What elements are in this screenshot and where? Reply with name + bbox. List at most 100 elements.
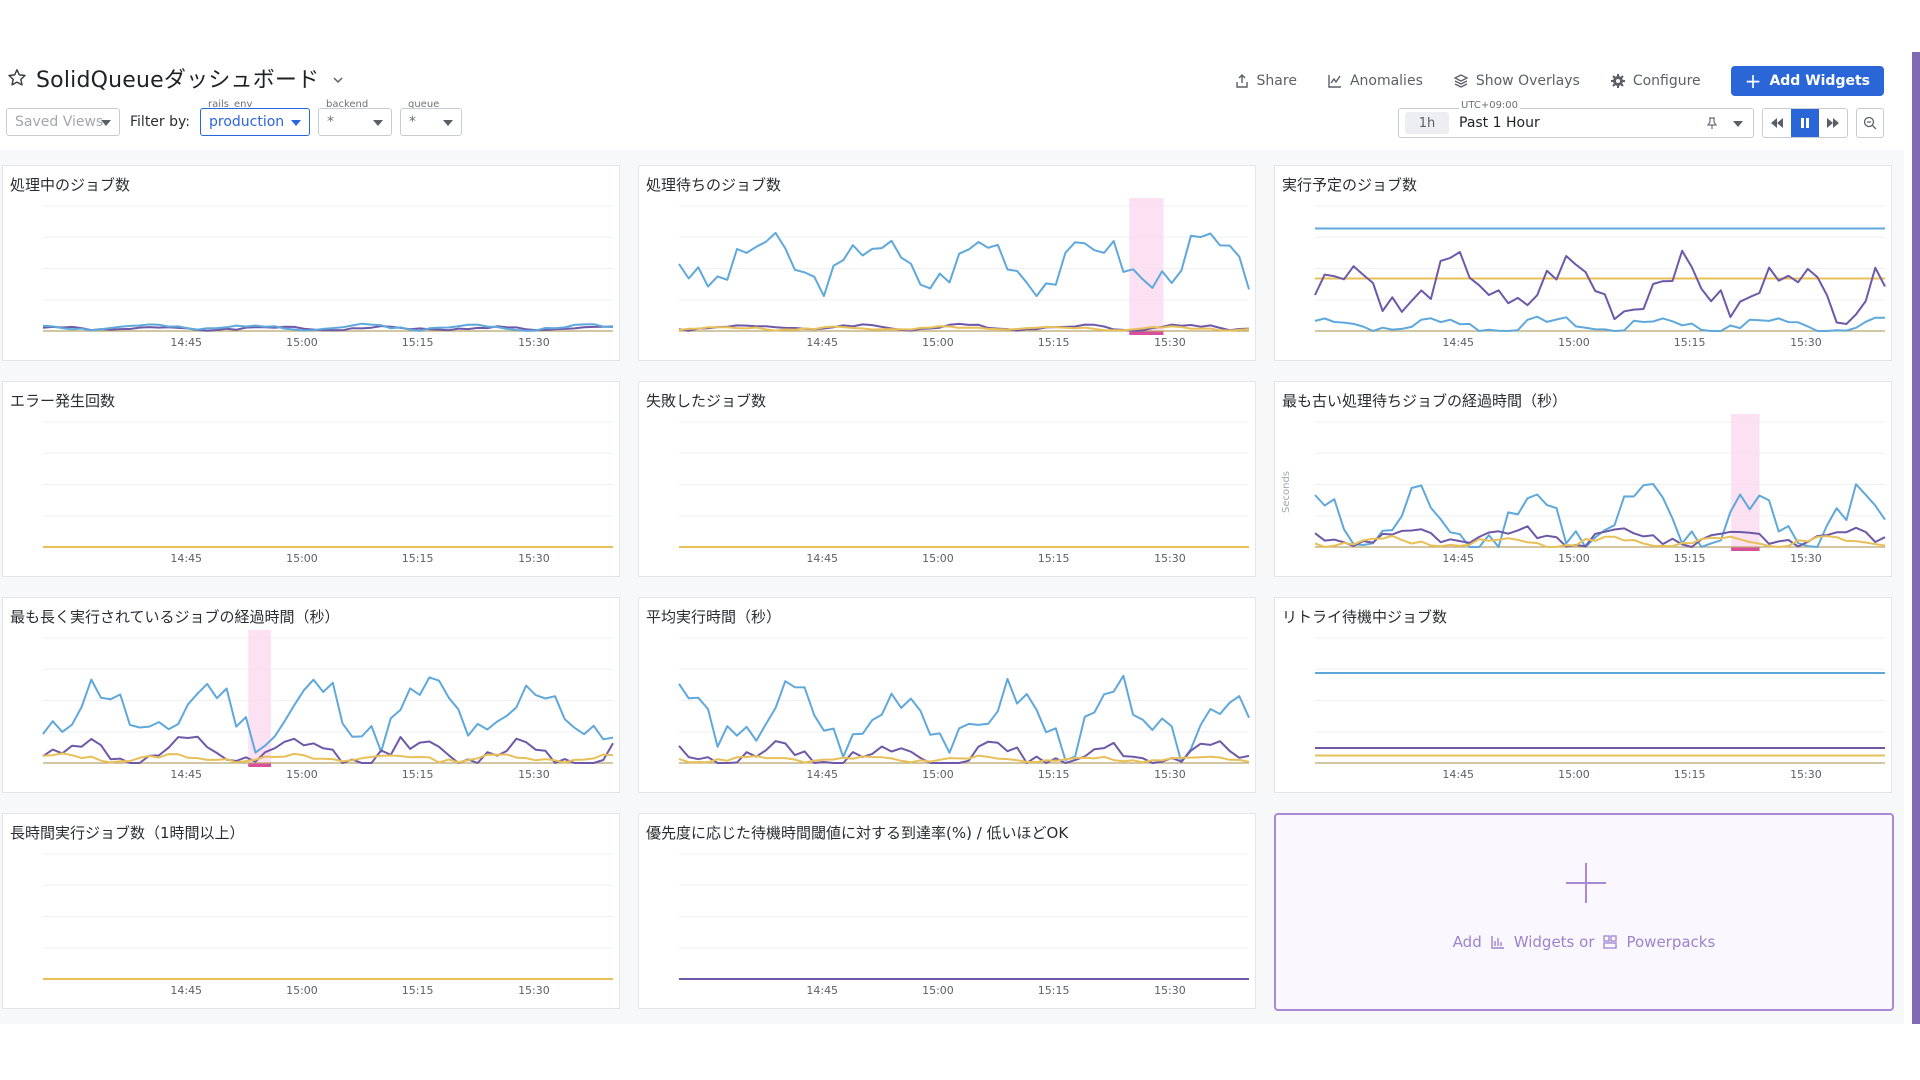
event-marker[interactable] (248, 763, 271, 767)
caret-down-icon[interactable] (1733, 121, 1743, 127)
x-tick-label: 15:15 (402, 984, 434, 997)
widget[interactable]: 処理待ちのジョブ数 14:45 15:00 15:15 15:30 (638, 165, 1256, 361)
template-var-queue: queue * (400, 99, 462, 136)
rewind-icon (1771, 118, 1783, 128)
x-tick-label: 15:00 (922, 336, 954, 349)
series-line[interactable] (42, 752, 614, 764)
powerpacks-label: Powerpacks (1626, 933, 1716, 951)
timeseries-chart[interactable]: 14:45 15:00 15:15 15:30 (1275, 196, 1893, 356)
event-marker[interactable] (1129, 331, 1164, 335)
timeseries-chart[interactable]: 14:45 15:00 15:15 15:30 (639, 412, 1257, 572)
time-range-label: Past 1 Hour (1459, 115, 1540, 131)
x-tick-label: 15:00 (922, 768, 954, 781)
x-tick-label: 15:30 (1154, 552, 1186, 565)
template-var-label: rails_env (206, 99, 255, 110)
saved-views-select[interactable]: Saved Views (6, 108, 120, 136)
series-line[interactable] (678, 325, 1250, 332)
time-range-selector[interactable]: UTC+09:00 1h Past 1 Hour (1398, 100, 1754, 138)
x-tick-label: 14:45 (806, 552, 838, 565)
timeseries-chart[interactable]: 14:45 15:00 15:15 15:30 (3, 844, 621, 1004)
share-icon (1235, 74, 1248, 88)
series-line[interactable] (678, 754, 1250, 764)
show-overlays-button[interactable]: Show Overlays (1453, 73, 1580, 89)
series-line[interactable] (678, 231, 1250, 298)
star-icon[interactable] (6, 67, 28, 89)
series-line[interactable] (1314, 534, 1886, 548)
widget[interactable]: 実行予定のジョブ数 14:45 15:00 15:15 15:30 (1274, 165, 1892, 361)
filter-row: Saved Views Filter by: rails_env product… (6, 99, 462, 136)
widget[interactable]: 長時間実行ジョブ数（1時間以上） 14:45 15:00 15:15 15:30 (2, 813, 620, 1009)
add-widget-panel[interactable]: Add Widgets or Powerpacks (1274, 813, 1894, 1011)
timeseries-chart[interactable]: 14:45 15:00 15:15 15:30 (639, 628, 1257, 788)
widget-title: 最も古い処理待ちジョブの経過時間（秒） (1282, 392, 1568, 410)
rails-env-select[interactable]: production (200, 108, 310, 136)
caret-down-icon (101, 120, 111, 126)
backend-select[interactable]: * (318, 108, 392, 136)
zoom-out-button[interactable] (1856, 108, 1884, 138)
series-line[interactable] (42, 325, 614, 332)
zoom-out-icon (1863, 116, 1877, 130)
bar-chart-icon (1491, 936, 1504, 949)
series-line[interactable] (678, 674, 1250, 764)
x-tick-label: 14:45 (1442, 768, 1474, 781)
timeseries-chart[interactable]: 14:45 15:00 15:15 15:30 (639, 196, 1257, 356)
x-tick-label: 15:00 (1558, 552, 1590, 565)
x-tick-label: 15:15 (1038, 336, 1070, 349)
x-tick-label: 15:15 (1674, 768, 1706, 781)
timeseries-chart[interactable]: 14:45 15:00 15:15 15:30 (1275, 628, 1893, 788)
header-actions: Share Anomalies Show Overlays Configure … (1234, 66, 1884, 96)
add-widget-text: Add Widgets or Powerpacks (1276, 933, 1892, 951)
series-line[interactable] (42, 735, 614, 764)
x-tick-label: 14:45 (170, 336, 202, 349)
x-tick-label: 15:30 (518, 336, 550, 349)
x-tick-label: 15:00 (1558, 768, 1590, 781)
configure-button[interactable]: Configure (1610, 73, 1701, 89)
caret-down-icon (443, 120, 453, 126)
widget[interactable]: 処理中のジョブ数 14:45 15:00 15:15 15:30 (2, 165, 620, 361)
filter-by-label: Filter by: (130, 114, 190, 130)
anomalies-button[interactable]: Anomalies (1327, 73, 1423, 89)
widget[interactable]: リトライ待機中ジョブ数 14:45 15:00 15:15 15:30 (1274, 597, 1892, 793)
plus-icon: + (1744, 69, 1762, 93)
add-label: Add (1452, 933, 1482, 951)
queue-select[interactable]: * (400, 108, 462, 136)
widget[interactable]: 優先度に応じた待機時間閾値に対する到達率(%) / 低いほどOK 14:45 15:… (638, 813, 1256, 1009)
anomalies-label: Anomalies (1349, 73, 1423, 89)
series-line[interactable] (42, 322, 614, 332)
pause-button[interactable] (1791, 109, 1819, 137)
series-line[interactable] (678, 740, 1250, 764)
share-button[interactable]: Share (1234, 73, 1297, 89)
dashboard-title[interactable]: SolidQueueダッシュボード (36, 68, 320, 93)
layers-icon (1453, 74, 1469, 88)
time-controls: UTC+09:00 1h Past 1 Hour (1398, 100, 1884, 138)
template-var-backend: backend * (318, 99, 392, 136)
x-tick-label: 15:15 (1038, 768, 1070, 781)
widget[interactable]: 平均実行時間（秒） 14:45 15:00 15:15 15:30 (638, 597, 1256, 793)
timeseries-chart[interactable]: 14:45 15:00 15:15 15:30 (3, 412, 621, 572)
template-var-rails-env: rails_env production (200, 99, 310, 136)
add-widgets-button[interactable]: + Add Widgets (1730, 66, 1884, 96)
series-line[interactable] (1314, 315, 1885, 332)
x-tick-label: 15:00 (286, 336, 318, 349)
series-line[interactable] (1314, 249, 1886, 325)
timeseries-chart[interactable]: 14:45 15:00 15:15 15:30 (639, 844, 1257, 1004)
fast-forward-button[interactable] (1819, 109, 1847, 137)
series-line[interactable] (1314, 525, 1886, 548)
timeseries-chart[interactable]: 14:45 15:00 15:15 15:30 Seconds (1275, 412, 1893, 572)
x-tick-label: 15:30 (1154, 768, 1186, 781)
event-marker[interactable] (1731, 547, 1760, 551)
widget[interactable]: 最も長く実行されているジョブの経過時間（秒） 14:45 15:00 15:15 15:… (2, 597, 620, 793)
pin-icon[interactable] (1705, 116, 1719, 130)
timeseries-chart[interactable]: 14:45 15:00 15:15 15:30 (3, 628, 621, 788)
chevron-down-icon[interactable] (331, 73, 345, 87)
widget[interactable]: 失敗したジョブ数 14:45 15:00 15:15 15:30 (638, 381, 1256, 577)
x-tick-label: 15:30 (518, 552, 550, 565)
series-line[interactable] (42, 676, 614, 754)
widget[interactable]: 最も古い処理待ちジョブの経過時間（秒） 14:45 15:00 15:15 15:30 S… (1274, 381, 1892, 577)
timeseries-chart[interactable]: 14:45 15:00 15:15 15:30 (3, 196, 621, 356)
y-axis-label: Seconds (1281, 471, 1292, 513)
widget[interactable]: エラー発生回数 14:45 15:00 15:15 15:30 (2, 381, 620, 577)
x-tick-label: 15:15 (1674, 552, 1706, 565)
x-tick-label: 15:30 (1790, 552, 1822, 565)
rewind-button[interactable] (1763, 109, 1791, 137)
